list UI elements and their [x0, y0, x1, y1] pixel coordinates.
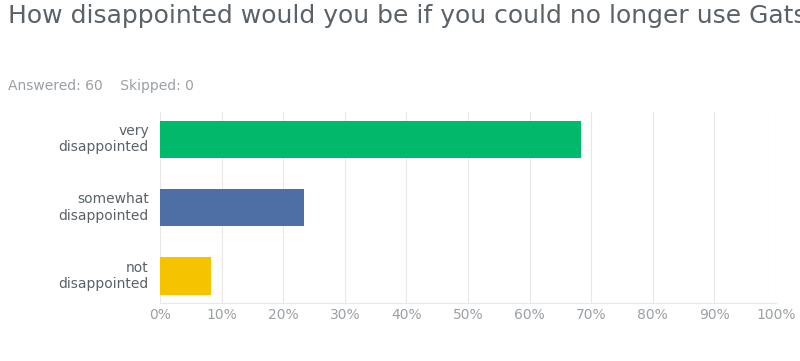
Bar	[160, 121, 581, 158]
Text: Answered: 60    Skipped: 0: Answered: 60 Skipped: 0	[8, 79, 194, 93]
Text: How disappointed would you be if you could no longer use Gatsby?: How disappointed would you be if you cou…	[8, 4, 800, 27]
Bar	[160, 189, 304, 226]
Bar	[160, 257, 211, 295]
